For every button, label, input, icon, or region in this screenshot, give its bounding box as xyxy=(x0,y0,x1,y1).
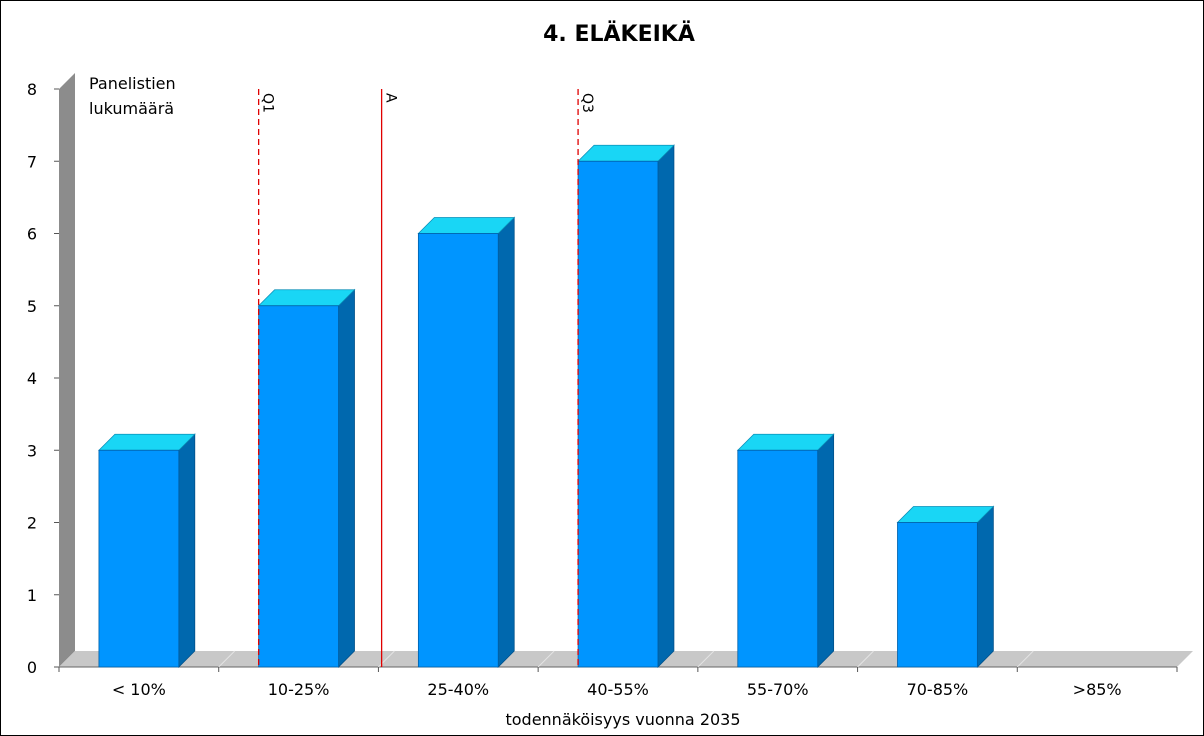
x-axis-label: todennäköisyys vuonna 2035 xyxy=(505,710,740,729)
bar xyxy=(736,433,835,668)
bar xyxy=(577,144,675,668)
bar-series xyxy=(97,144,995,668)
bar-side xyxy=(178,433,196,668)
x-tick-label: 25-40% xyxy=(427,680,489,699)
left-wall xyxy=(59,73,75,667)
bar xyxy=(896,505,995,668)
floor-divider xyxy=(857,650,874,668)
y-tick-label: 0 xyxy=(27,658,37,677)
x-tick-label: 55-70% xyxy=(747,680,809,699)
bar-side xyxy=(338,288,355,668)
reference-line-label: A xyxy=(383,93,399,103)
reference-line: Q3 xyxy=(577,89,595,667)
x-tick-label: 10-25% xyxy=(268,680,330,699)
bar-top xyxy=(417,217,516,234)
reference-lines: Q1 A Q3 xyxy=(257,89,595,667)
y-axis-label-line2: lukumäärä xyxy=(89,99,174,118)
x-tick-label: < 10% xyxy=(112,680,166,699)
bar-side xyxy=(976,505,994,668)
bar-front xyxy=(98,449,180,668)
bar-side xyxy=(657,144,675,668)
y-tick-label: 1 xyxy=(27,586,37,605)
x-tick-label: 70-85% xyxy=(907,680,969,699)
reference-line: A xyxy=(380,89,399,667)
x-axis-ticks: < 10% 10-25% 25-40% 40-55% 55-70% 70-85% >85% xyxy=(58,667,1178,699)
bar xyxy=(417,216,516,668)
y-tick-label: 2 xyxy=(27,514,37,533)
y-tick-label: 7 xyxy=(27,152,37,171)
bar xyxy=(97,433,196,668)
bar-top xyxy=(577,144,675,162)
chart-title: 4. ELÄKEIKÄ xyxy=(543,21,695,47)
y-tick-label: 8 xyxy=(27,80,37,99)
bar-front xyxy=(577,160,659,668)
floor-divider xyxy=(697,650,715,668)
y-tick-label: 4 xyxy=(27,369,37,388)
bar-front xyxy=(737,449,819,668)
bar-top xyxy=(97,433,196,451)
reference-line-label: Q1 xyxy=(260,93,276,113)
floor-divider xyxy=(218,650,236,668)
bar xyxy=(257,288,356,668)
y-tick-label: 5 xyxy=(27,297,37,316)
floor-divider xyxy=(537,650,555,668)
bar-top xyxy=(257,289,356,307)
bar-front xyxy=(258,305,339,668)
bar-front xyxy=(897,522,978,668)
x-tick-label: >85% xyxy=(1073,680,1122,699)
bar-top xyxy=(896,506,995,523)
bar-side xyxy=(817,433,835,668)
bar-top xyxy=(736,433,835,451)
y-axis-label-line1: Panelistien xyxy=(89,74,176,93)
floor-divider xyxy=(1016,650,1034,668)
y-tick-label: 6 xyxy=(27,225,37,244)
reference-line: Q1 xyxy=(257,89,276,667)
x-tick-label: 40-55% xyxy=(587,680,649,699)
y-axis-ticks: 0 1 2 3 4 5 6 7 8 xyxy=(27,80,59,677)
y-tick-label: 3 xyxy=(27,441,37,460)
bar-front xyxy=(417,233,499,668)
reference-line-label: Q3 xyxy=(579,93,595,113)
bar-side xyxy=(497,216,515,668)
